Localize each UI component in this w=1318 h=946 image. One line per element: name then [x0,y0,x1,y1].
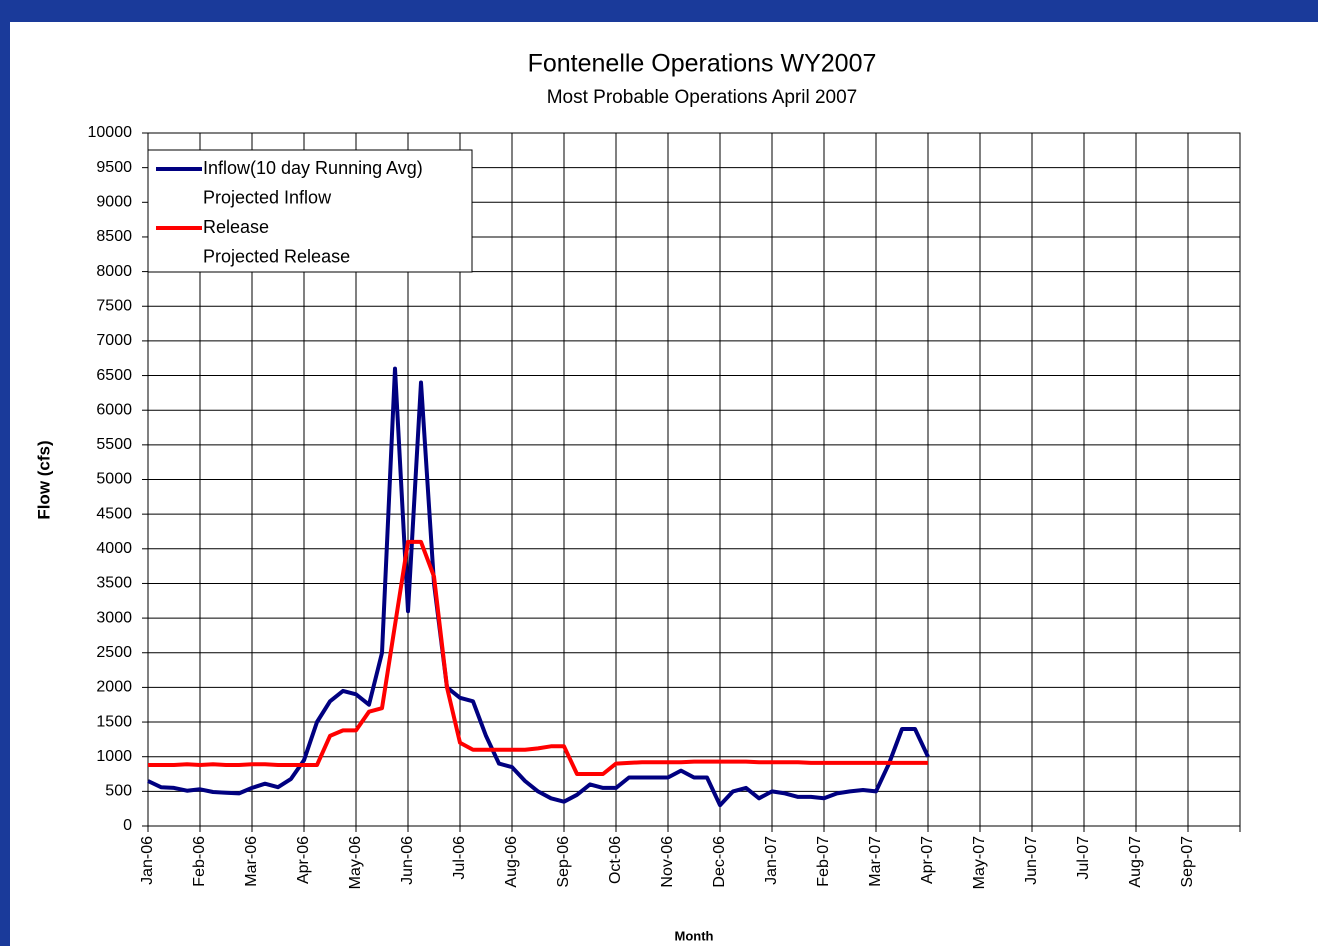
x-tick-label: May-06 [347,836,364,889]
chart-title: Fontenelle Operations WY2007 [528,50,877,78]
series-line [147,366,930,808]
x-tick-label: Jul-06 [451,836,468,880]
legend-label: Release [203,217,269,237]
x-tick-label: Jun-07 [1023,836,1040,885]
y-tick-label: 4500 [96,505,132,522]
y-tick-label: 9500 [96,159,132,176]
y-tick-label: 2000 [96,679,132,696]
x-axis-label: Month [675,928,714,943]
y-tick-label: 500 [105,783,132,800]
y-tick-label: 3500 [96,575,132,592]
y-tick-label: 1500 [96,713,132,730]
x-tick-label: Feb-06 [191,836,208,887]
y-tick-label: 7500 [96,297,132,314]
y-tick-label: 6000 [96,401,132,418]
x-tick-label: Nov-06 [659,836,676,888]
x-tick-label: Mar-06 [243,836,260,887]
x-tick-label: Dec-06 [711,836,728,888]
y-tick-label: 8000 [96,263,132,280]
x-tick-label: Oct-06 [607,836,624,884]
x-tick-label: Jan-06 [139,836,156,885]
y-tick-label: 8500 [96,228,132,245]
x-tick-label: Sep-06 [555,836,572,888]
y-tick-label: 3000 [96,609,132,626]
legend-label: Projected Release [203,246,350,266]
y-tick-label: 1000 [96,748,132,765]
x-tick-label: Feb-07 [815,836,832,887]
y-tick-label: 4000 [96,540,132,557]
y-tick-label: 0 [123,817,132,834]
y-axis-label: Flow (cfs) [34,440,53,519]
y-tick-label: 5500 [96,436,132,453]
x-tick-label: Jul-07 [1075,836,1092,880]
y-tick-label: 9000 [96,194,132,211]
x-tick-label: Aug-07 [1127,836,1144,888]
x-tick-label: Apr-07 [919,836,936,884]
series-line [148,539,928,776]
y-tick-label: 10000 [88,124,133,141]
x-tick-label: Mar-07 [867,836,884,887]
x-tick-label: Jun-06 [399,836,416,885]
y-tick-label: 7000 [96,332,132,349]
legend-label: Inflow(10 day Running Avg) [203,158,423,178]
plot-border [147,132,1241,827]
y-tick-label: 5000 [96,471,132,488]
y-tick-label: 6500 [96,367,132,384]
y-tick-label: 2500 [96,644,132,661]
x-tick-label: Aug-06 [503,836,520,888]
x-tick-label: Jan-07 [763,836,780,885]
legend-label: Projected Inflow [203,187,332,207]
x-tick-label: Apr-06 [295,836,312,884]
x-tick-label: Sep-07 [1179,836,1196,888]
x-tick-label: May-07 [971,836,988,889]
chart-subtitle: Most Probable Operations April 2007 [547,87,858,108]
